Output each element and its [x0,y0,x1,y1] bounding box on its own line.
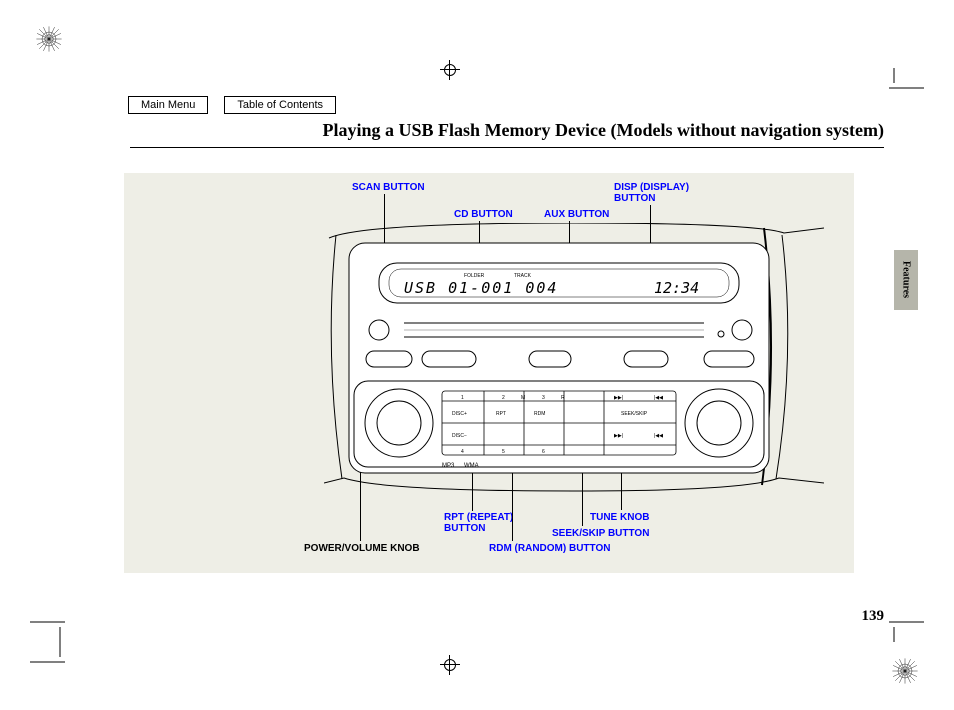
svg-text:5: 5 [502,449,505,455]
callout-tune: TUNE KNOB [590,512,649,523]
svg-text:A.SEL: A.SEL [715,357,735,364]
svg-text:RPT: RPT [496,411,506,417]
svg-text:CLOCK: CLOCK [432,371,450,377]
svg-text:▶▶|: ▶▶| [614,433,623,439]
svg-text:M: M [521,395,525,401]
callout-cd: CD BUTTON [454,209,513,220]
svg-text:AUX: AUX [636,357,651,364]
svg-text:PWR: PWR [389,430,404,436]
svg-text:DISP: DISP [734,329,746,335]
svg-text:3: 3 [542,395,545,401]
svg-text:2: 2 [502,395,505,401]
section-tab: Features [894,250,918,310]
registration-mark [891,657,919,685]
registration-cross [440,60,460,80]
registration-mark [35,25,63,53]
svg-text:SEEK/SKIP: SEEK/SKIP [621,411,648,417]
lcd-clock: 12:34 [654,279,699,297]
svg-text:VOL: VOL [389,413,403,420]
callout-rdm: RDM (RANDOM) BUTTON [489,543,610,554]
crop-mark [874,68,924,118]
svg-text:DISC IN: DISC IN [394,331,413,337]
callout-aux: AUX BUTTON [544,209,609,220]
svg-text:RDM: RDM [534,411,545,417]
svg-text:SCAN: SCAN [378,357,397,364]
main-menu-button[interactable]: Main Menu [128,96,208,114]
toc-button[interactable]: Table of Contents [224,96,336,114]
svg-text:1: 1 [461,395,464,401]
callout-seek: SEEK/SKIP BUTTON [552,528,649,539]
page-title: Playing a USB Flash Memory Device (Model… [130,120,884,148]
callout-power: POWER/VOLUME KNOB [304,543,420,554]
svg-text:DISC−: DISC− [452,433,467,439]
svg-text:|◀◀: |◀◀ [654,395,663,401]
svg-text:DISC+: DISC+ [452,411,467,417]
svg-text:TUNE: TUNE [707,411,723,417]
svg-text:PUSH: PUSH [388,422,402,428]
svg-text:AM/FM: AM/FM [432,357,455,364]
svg-text:R: R [561,395,565,401]
callout-disp: DISP (DISPLAY) BUTTON [614,182,704,204]
radio-illustration: FOLDER TRACK USB 01-001 004 12:34 ▲ DISC… [324,223,824,493]
svg-text:WMA: WMA [464,463,479,469]
svg-text:4: 4 [461,449,464,455]
callout-scan: SCAN BUTTON [352,182,425,193]
svg-text:6: 6 [542,449,545,455]
figure-area: SCAN BUTTON CD BUTTON AUX BUTTON DISP (D… [124,173,854,573]
svg-text:ANTI: ANTI [712,323,723,329]
lcd-text: USB 01-001 004 [404,279,558,297]
crop-mark [30,592,80,642]
svg-text:PUSH: PUSH [707,425,721,431]
svg-text:MP3: MP3 [442,463,455,469]
svg-text:FOLDER: FOLDER [703,418,724,424]
svg-text:CD: CD [543,357,553,364]
svg-text:▲: ▲ [376,326,384,335]
page-number: 139 [862,608,885,625]
svg-text:▶▶|: ▶▶| [614,395,623,401]
registration-cross [440,655,460,675]
svg-text:|◀◀: |◀◀ [654,433,663,439]
svg-text:SOUND: SOUND [705,432,723,438]
crop-mark [30,642,80,692]
